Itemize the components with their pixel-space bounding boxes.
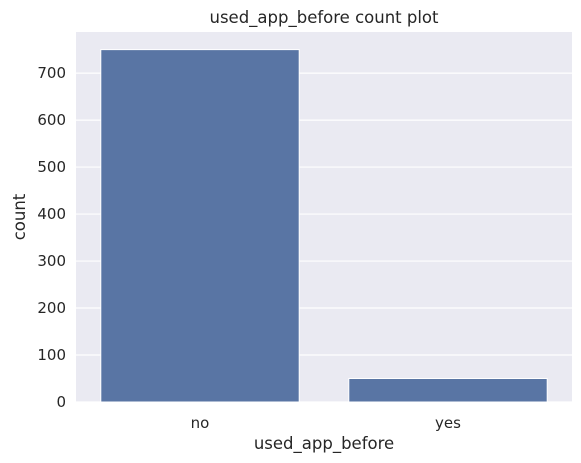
y-tick-label: 700: [37, 64, 66, 82]
x-tick-label-yes: yes: [435, 414, 461, 432]
x-tick-labels: no yes: [191, 414, 461, 432]
y-tick-label: 600: [37, 111, 66, 129]
y-tick-labels: 0 100 200 300 400 500 600 700: [37, 64, 66, 411]
chart-title: used_app_before count plot: [209, 8, 439, 28]
x-tick-label-no: no: [191, 414, 210, 432]
bar-yes: [349, 379, 547, 402]
y-tick-label: 0: [56, 393, 66, 411]
bar-no: [101, 50, 299, 402]
y-tick-label: 500: [37, 158, 66, 176]
x-axis-label: used_app_before: [254, 434, 394, 454]
y-axis-label: count: [10, 193, 29, 240]
y-tick-label: 100: [37, 346, 66, 364]
y-tick-label: 400: [37, 205, 66, 223]
y-tick-label: 200: [37, 299, 66, 317]
y-tick-label: 300: [37, 252, 66, 270]
